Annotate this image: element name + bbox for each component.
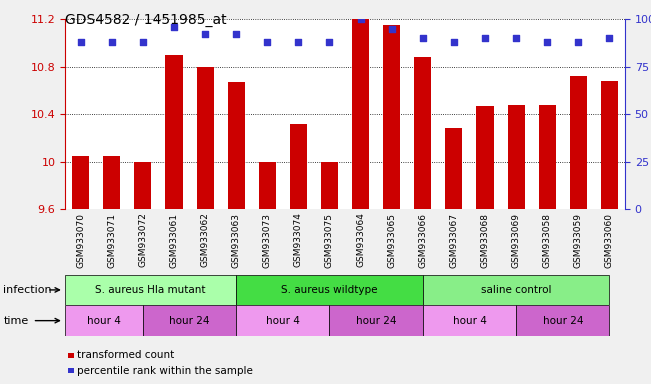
Point [324, 39, 335, 45]
Text: hour 24: hour 24 [542, 316, 583, 326]
Text: GSM933069: GSM933069 [512, 213, 521, 268]
Bar [414, 57, 432, 209]
Bar [538, 105, 556, 209]
Point [200, 31, 210, 38]
Text: transformed count: transformed count [77, 350, 174, 360]
Text: GSM933068: GSM933068 [480, 213, 490, 268]
Text: GSM933075: GSM933075 [325, 213, 334, 268]
Point [387, 26, 397, 32]
Text: infection: infection [3, 285, 52, 295]
Bar [321, 162, 338, 209]
Point [355, 16, 366, 22]
Bar [72, 156, 89, 209]
Text: hour 24: hour 24 [356, 316, 396, 326]
Text: GSM933061: GSM933061 [169, 213, 178, 268]
Text: GSM933066: GSM933066 [419, 213, 427, 268]
Bar [570, 76, 587, 209]
Bar [422, 305, 516, 336]
Point [76, 39, 86, 45]
Point [293, 39, 303, 45]
Text: GSM933065: GSM933065 [387, 213, 396, 268]
Text: GSM933071: GSM933071 [107, 213, 117, 268]
Text: percentile rank within the sample: percentile rank within the sample [77, 366, 253, 376]
Text: hour 24: hour 24 [169, 316, 210, 326]
Bar [197, 67, 214, 209]
Point [511, 35, 521, 41]
Bar [236, 305, 329, 336]
Text: S. aureus Hla mutant: S. aureus Hla mutant [96, 285, 206, 295]
Bar [383, 25, 400, 209]
Point [542, 39, 553, 45]
Text: GSM933074: GSM933074 [294, 213, 303, 267]
Bar [65, 275, 236, 305]
Bar [290, 124, 307, 209]
Point [107, 39, 117, 45]
Text: S. aureus wildtype: S. aureus wildtype [281, 285, 378, 295]
Bar [445, 129, 462, 209]
Text: GSM933070: GSM933070 [76, 213, 85, 268]
Text: hour 4: hour 4 [266, 316, 299, 326]
Text: saline control: saline control [481, 285, 551, 295]
Point [262, 39, 273, 45]
Bar [165, 55, 182, 209]
Bar [104, 156, 120, 209]
Text: GSM933073: GSM933073 [263, 213, 271, 268]
Text: GSM933072: GSM933072 [139, 213, 147, 267]
Text: GSM933059: GSM933059 [574, 213, 583, 268]
Bar [228, 82, 245, 209]
Bar [236, 275, 422, 305]
Text: GSM933060: GSM933060 [605, 213, 614, 268]
Bar [352, 19, 369, 209]
Text: GSM933058: GSM933058 [543, 213, 551, 268]
Point [449, 39, 459, 45]
Bar [508, 105, 525, 209]
Point [573, 39, 583, 45]
Bar [477, 106, 493, 209]
Bar [134, 162, 152, 209]
Point [417, 35, 428, 41]
Text: GSM933062: GSM933062 [201, 213, 210, 267]
Text: hour 4: hour 4 [452, 316, 486, 326]
Text: hour 4: hour 4 [87, 316, 121, 326]
Point [231, 31, 242, 38]
Point [480, 35, 490, 41]
Bar [601, 81, 618, 209]
Bar [143, 305, 236, 336]
Text: GSM933067: GSM933067 [449, 213, 458, 268]
Text: GSM933064: GSM933064 [356, 213, 365, 267]
Text: GDS4582 / 1451985_at: GDS4582 / 1451985_at [65, 13, 227, 27]
Bar [65, 305, 143, 336]
Point [137, 39, 148, 45]
Bar [329, 305, 422, 336]
Point [169, 24, 179, 30]
Bar [258, 162, 276, 209]
Text: GSM933063: GSM933063 [232, 213, 241, 268]
Point [604, 35, 615, 41]
Text: time: time [3, 316, 29, 326]
Bar [422, 275, 609, 305]
Bar [516, 305, 609, 336]
